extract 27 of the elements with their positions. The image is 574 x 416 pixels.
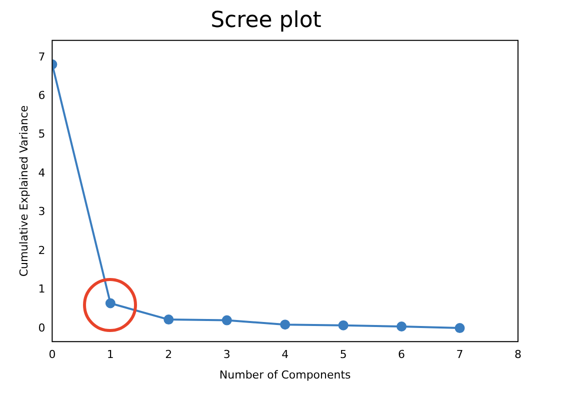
y-tick-label: 1 — [38, 282, 46, 296]
y-tick-label: 0 — [38, 321, 46, 334]
point — [222, 315, 232, 326]
chart-title: Scree plot — [210, 8, 322, 33]
point — [454, 323, 465, 334]
x-tick-label: 4 — [282, 348, 289, 362]
x-tick-label: 1 — [106, 348, 114, 362]
point — [280, 320, 290, 330]
x-tick-label: 8 — [514, 348, 522, 362]
y-axis-title: Cumulative Explained Variance — [17, 105, 30, 277]
point — [105, 298, 116, 308]
x-tick-label: 3 — [223, 348, 230, 362]
y-tick-label: 3 — [38, 205, 46, 218]
y-tick-label: 7 — [38, 50, 46, 64]
point — [396, 322, 407, 332]
y-tick-label: 6 — [38, 89, 46, 102]
x-axis-title: Number of Components — [219, 368, 352, 382]
point — [338, 320, 348, 330]
x-tick-label: 6 — [398, 348, 406, 362]
x-tick-label: 7 — [456, 348, 464, 362]
y-tick-label: 4 — [38, 166, 46, 180]
x-tick-label: 5 — [340, 348, 347, 362]
x-tick-label: 0 — [48, 348, 56, 362]
y-tick-label: 2 — [38, 244, 46, 257]
x-tick-label: 2 — [165, 348, 172, 362]
point — [164, 314, 174, 325]
y-tick-label: 5 — [38, 128, 46, 141]
